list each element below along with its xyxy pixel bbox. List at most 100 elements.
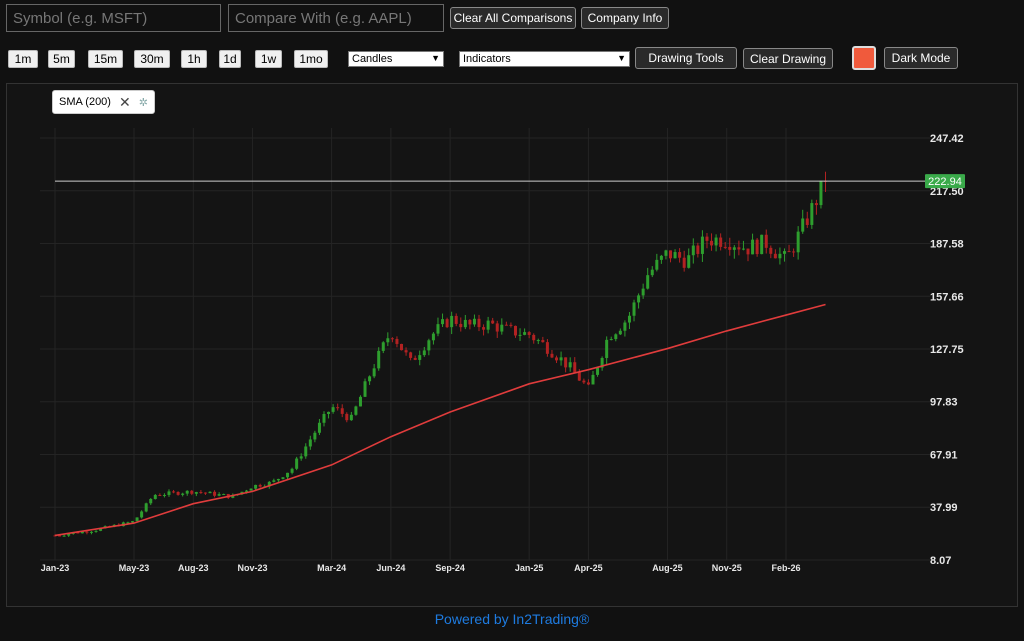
y-tick-label: 8.07: [930, 555, 951, 567]
candle-body: [513, 325, 517, 336]
candle-body: [600, 357, 604, 368]
candle-body: [363, 381, 367, 397]
candle-body: [413, 357, 417, 360]
x-tick-label: Jan-25: [515, 563, 544, 573]
chart-panel[interactable]: [6, 83, 1018, 607]
candle-body: [810, 203, 814, 225]
candle-body: [555, 357, 559, 361]
candle-body: [723, 246, 727, 248]
candle-body: [591, 374, 595, 385]
candle-body: [477, 318, 481, 328]
candle-body: [819, 180, 823, 206]
x-tick-label: May-23: [119, 563, 150, 573]
candle-body: [349, 414, 353, 421]
candle-body: [368, 376, 372, 382]
x-tick-label: Mar-24: [317, 563, 346, 573]
dark-mode-button[interactable]: Dark Mode: [884, 47, 958, 69]
clear-comparisons-button[interactable]: Clear All Comparisons: [450, 7, 576, 29]
candle-body: [454, 315, 458, 324]
candle-body: [317, 422, 321, 433]
candle-body: [162, 494, 166, 496]
candle-body: [99, 528, 103, 531]
candle-body: [700, 236, 704, 254]
clear-drawing-button[interactable]: Clear Drawing: [743, 48, 833, 69]
candle-body: [431, 333, 435, 341]
candle-body: [486, 320, 490, 330]
candle-body: [623, 322, 627, 331]
timeframe-button-1h[interactable]: 1h: [181, 50, 207, 68]
candle-body: [801, 218, 805, 232]
candle-body: [719, 237, 723, 247]
candle-body: [304, 446, 308, 457]
candle-body: [422, 350, 426, 356]
candle-body: [249, 488, 253, 491]
candle-body: [286, 472, 290, 478]
candle-body: [299, 456, 303, 459]
candle-body: [222, 493, 226, 495]
candle-body: [427, 340, 431, 351]
footer-powered-by[interactable]: Powered by In2Trading®: [434, 611, 590, 627]
indicator-chip-sma[interactable]: SMA (200) ✕ ✲: [52, 90, 155, 114]
compare-input[interactable]: [228, 4, 444, 32]
candle-body: [258, 484, 262, 487]
candle-body: [760, 234, 764, 255]
company-info-button[interactable]: Company Info: [581, 7, 669, 29]
candle-body: [673, 252, 677, 259]
candle-body: [500, 324, 504, 332]
candle-body: [358, 396, 362, 407]
candle-body: [276, 478, 280, 481]
chart-type-select[interactable]: Candles ▼: [348, 51, 444, 67]
chevron-down-icon: ▼: [617, 53, 626, 63]
close-icon[interactable]: ✕: [118, 93, 131, 110]
timeframe-button-1m[interactable]: 1m: [8, 50, 38, 68]
y-tick-label: 67.91: [930, 449, 958, 461]
candle-body: [687, 255, 691, 268]
sma-line: [54, 303, 826, 537]
x-tick-label: Apr-25: [574, 563, 603, 573]
timeframe-button-1d[interactable]: 1d: [219, 50, 241, 68]
candle-body: [254, 484, 258, 489]
candle-body: [53, 535, 57, 537]
candle-body: [390, 338, 394, 340]
candle-body: [527, 332, 531, 335]
candle-body: [714, 237, 718, 246]
candle-body: [650, 269, 654, 276]
candle-body: [596, 367, 600, 375]
timeframe-button-5m[interactable]: 5m: [48, 50, 75, 68]
candle-body: [354, 406, 358, 415]
candle-body: [541, 340, 545, 343]
candle-body: [509, 324, 513, 326]
gear-icon[interactable]: ✲: [138, 96, 148, 109]
indicators-select[interactable]: Indicators ▼: [459, 51, 630, 67]
timeframe-button-1mo[interactable]: 1mo: [294, 50, 328, 68]
candle-body: [381, 342, 385, 351]
candle-body: [135, 517, 139, 522]
candle-body: [231, 495, 235, 498]
candle-body: [386, 338, 390, 343]
candle-body: [682, 257, 686, 268]
candle-body: [322, 413, 326, 423]
candle-body: [149, 498, 153, 504]
candle-body: [637, 295, 641, 303]
x-tick-label: Aug-23: [178, 563, 209, 573]
candle-body: [751, 239, 755, 255]
timeframe-button-1w[interactable]: 1w: [255, 50, 282, 68]
candle-body: [787, 251, 791, 253]
timeframe-button-15m[interactable]: 15m: [88, 50, 123, 68]
candle-body: [468, 319, 472, 325]
candle-body: [131, 521, 135, 523]
y-tick-label: 127.75: [930, 344, 964, 356]
drawing-tools-button[interactable]: Drawing Tools: [635, 47, 737, 69]
timeframe-button-30m[interactable]: 30m: [134, 50, 170, 68]
candle-body: [190, 490, 194, 494]
symbol-input[interactable]: [6, 4, 221, 32]
indicator-chip-label: SMA (200): [59, 96, 111, 108]
candle-body: [523, 332, 527, 335]
indicators-value: Indicators: [463, 53, 511, 65]
candle-body: [199, 492, 203, 494]
x-tick-label: Nov-25: [712, 563, 742, 573]
color-picker[interactable]: [852, 46, 876, 70]
candle-body: [755, 239, 759, 255]
candle-body: [605, 339, 609, 358]
